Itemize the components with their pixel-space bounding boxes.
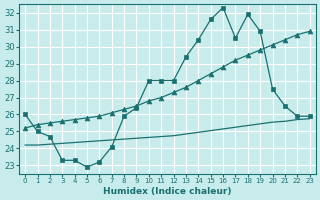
X-axis label: Humidex (Indice chaleur): Humidex (Indice chaleur): [103, 187, 232, 196]
